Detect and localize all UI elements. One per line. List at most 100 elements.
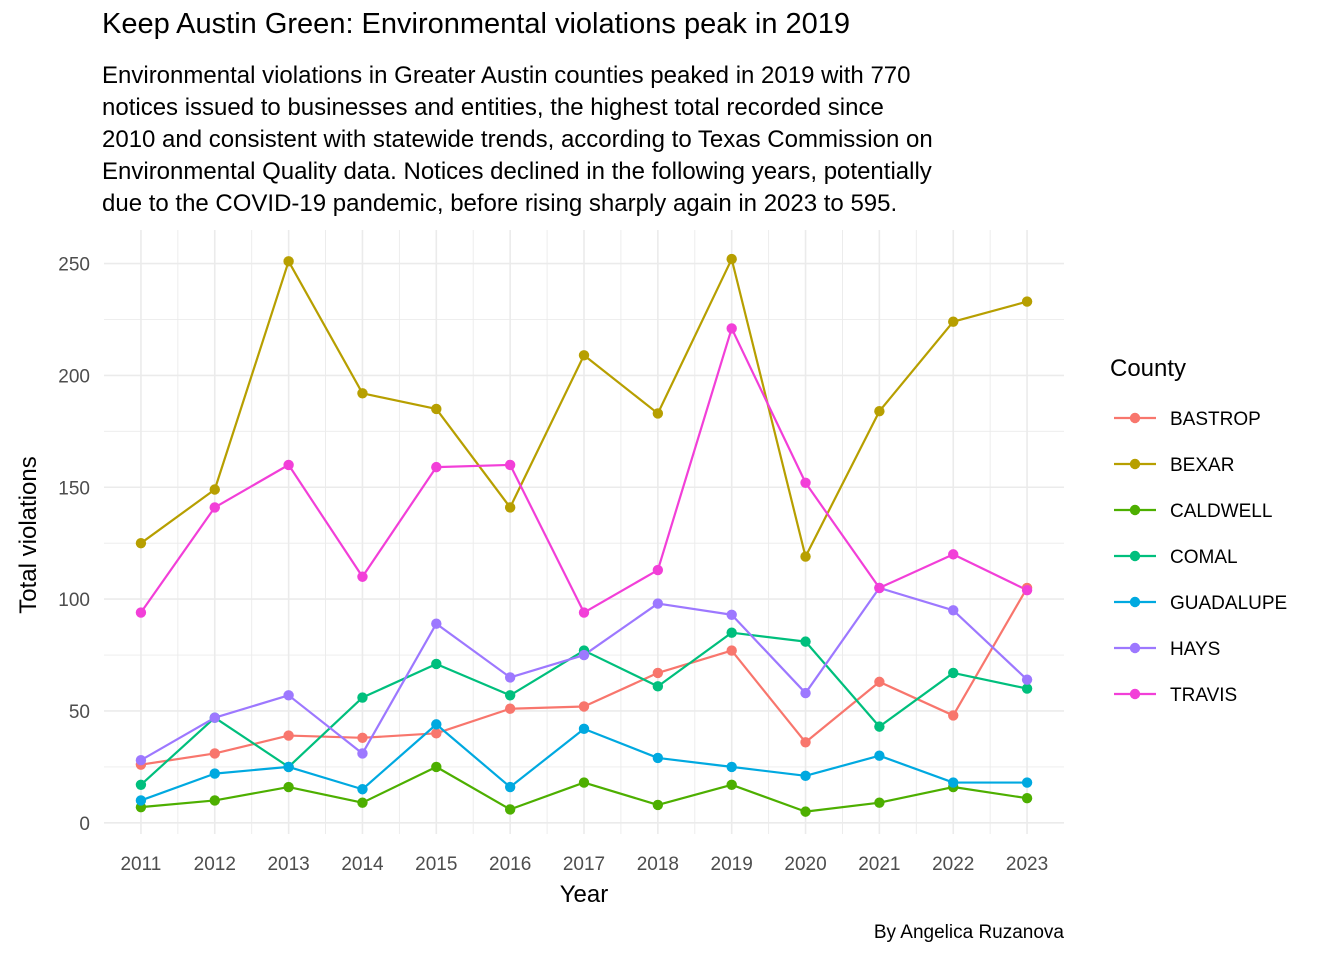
data-point-comal [800, 636, 811, 647]
data-point-guadalupe [135, 795, 147, 806]
data-point-travis [578, 607, 590, 618]
data-point-guadalupe [578, 723, 590, 735]
grid-major [104, 230, 1064, 834]
data-point-hays [726, 609, 737, 620]
data-point-travis [431, 461, 442, 473]
data-point-bexar [800, 551, 811, 562]
y-axis-title: Total violations [15, 456, 42, 613]
data-point-caldwell [726, 779, 737, 790]
data-point-bexar [357, 388, 368, 399]
legend-item-travis: TRAVIS [1114, 685, 1237, 706]
data-point-travis [874, 582, 885, 594]
data-point-comal [431, 658, 442, 670]
data-point-hays [135, 754, 147, 766]
data-point-bastrop [726, 645, 737, 656]
data-point-caldwell [578, 777, 590, 788]
data-point-travis [726, 323, 737, 334]
data-point-bastrop [283, 730, 294, 741]
legend-key-point [1129, 412, 1141, 424]
data-point-caldwell [652, 799, 664, 811]
data-point-guadalupe [504, 781, 516, 793]
data-point-hays [800, 687, 811, 699]
chart-title: Keep Austin Green: Environmental violati… [102, 8, 851, 40]
data-point-caldwell [504, 804, 516, 815]
data-point-bexar [652, 408, 664, 419]
legend-label: GUADALUPE [1170, 593, 1287, 614]
series-points [135, 253, 1033, 817]
data-point-guadalupe [874, 750, 885, 761]
data-point-bastrop [800, 737, 811, 748]
data-point-comal [504, 690, 516, 701]
legend-item-bexar: BEXAR [1114, 455, 1234, 476]
y-tick-label: 0 [79, 814, 90, 835]
data-point-guadalupe [283, 761, 294, 773]
data-point-bastrop [209, 748, 220, 759]
chart-subtitle: Environmental violations in Greater Aust… [102, 62, 933, 217]
x-tick-label: 2013 [267, 854, 309, 875]
data-point-travis [1021, 584, 1033, 596]
x-axis-ticks: 2011 2012 2013 2014 2015 2016 2017 2018 2019 2020… [120, 854, 1048, 875]
data-point-bexar [948, 316, 959, 327]
data-point-bastrop [578, 701, 590, 712]
data-point-caldwell [431, 761, 442, 773]
data-point-travis [283, 459, 294, 471]
chart-caption: By Angelica Ruzanova [873, 922, 1064, 943]
data-point-travis [652, 564, 664, 576]
y-tick-label: 250 [58, 255, 90, 276]
data-point-hays [652, 598, 664, 609]
data-point-guadalupe [1021, 777, 1033, 788]
data-point-bexar [1021, 296, 1033, 307]
legend-label: CALDWELL [1170, 501, 1272, 522]
x-tick-label: 2014 [341, 854, 384, 875]
x-tick-label: 2023 [1006, 854, 1048, 875]
data-point-caldwell [209, 795, 220, 806]
data-point-hays [948, 605, 959, 616]
x-tick-label: 2011 [120, 854, 161, 875]
legend-label: HAYS [1170, 639, 1220, 660]
data-point-travis [135, 607, 147, 618]
data-point-guadalupe [948, 777, 959, 788]
x-tick-label: 2012 [194, 854, 236, 875]
x-tick-label: 2016 [489, 854, 531, 875]
y-tick-label: 200 [58, 366, 90, 387]
x-tick-label: 2019 [711, 854, 753, 875]
data-point-bastrop [948, 710, 959, 721]
legend-key-point [1129, 504, 1141, 516]
data-point-travis [800, 477, 811, 488]
data-point-travis [209, 502, 220, 513]
data-point-hays [209, 712, 220, 723]
data-point-caldwell [283, 781, 294, 793]
data-point-hays [578, 649, 590, 661]
legend-key-point [1129, 688, 1141, 700]
legend-label: TRAVIS [1170, 685, 1237, 706]
data-point-bexar [135, 537, 147, 549]
data-point-hays [357, 748, 368, 759]
x-tick-label: 2015 [415, 854, 457, 875]
x-axis-title: Year [560, 881, 609, 908]
data-point-travis [504, 459, 516, 471]
data-point-bastrop [357, 732, 368, 744]
data-point-comal [135, 779, 147, 790]
data-point-bastrop [874, 676, 885, 688]
data-point-caldwell [1021, 793, 1033, 804]
data-point-bastrop [652, 667, 664, 679]
y-tick-label: 50 [69, 702, 90, 723]
data-point-bexar [726, 253, 737, 265]
data-point-bexar [578, 350, 590, 361]
legend-key-point [1129, 550, 1141, 562]
legend-item-caldwell: CALDWELL [1114, 501, 1272, 522]
legend-item-comal: COMAL [1114, 547, 1238, 568]
y-tick-label: 100 [58, 590, 90, 611]
legend-key-point [1129, 458, 1141, 470]
data-point-comal [726, 627, 737, 638]
data-point-bexar [874, 406, 885, 417]
data-point-bexar [431, 403, 442, 415]
data-point-comal [1021, 683, 1033, 694]
legend-label: COMAL [1170, 547, 1238, 568]
x-tick-label: 2017 [563, 854, 605, 875]
data-point-bastrop [504, 703, 516, 714]
data-point-bexar [504, 502, 516, 513]
data-point-guadalupe [431, 719, 442, 730]
y-axis-ticks: 0 50 100 150 200 250 [58, 255, 90, 835]
